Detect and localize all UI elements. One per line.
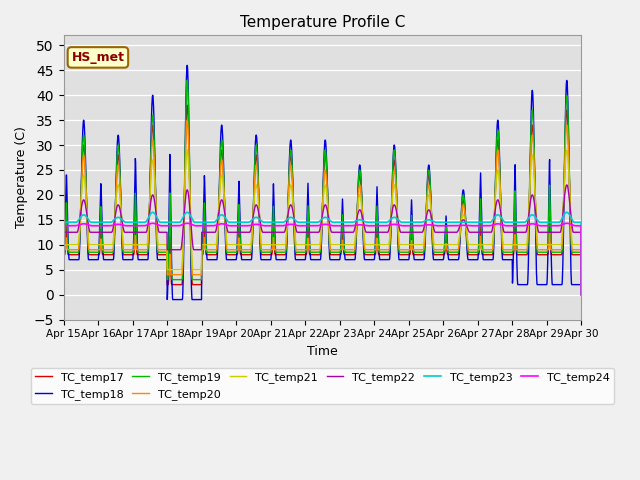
TC_temp19 xyxy=(337,239,345,244)
TC_temp22 xyxy=(473,229,481,235)
TC_temp21 xyxy=(337,242,345,248)
TC_temp22 xyxy=(349,229,356,235)
TC_temp18 xyxy=(183,62,191,68)
TC_temp19 xyxy=(547,204,554,210)
TC_temp18 xyxy=(338,224,346,230)
TC_temp17 xyxy=(337,249,345,254)
TC_temp22 xyxy=(532,209,540,215)
Line: TC_temp19: TC_temp19 xyxy=(63,80,581,295)
TC_temp20 xyxy=(577,292,585,298)
TC_temp22 xyxy=(563,182,571,188)
TC_temp20 xyxy=(349,247,356,252)
TC_temp21 xyxy=(349,242,356,248)
Text: HS_met: HS_met xyxy=(72,51,124,64)
TC_temp21 xyxy=(60,242,67,248)
TC_temp21 xyxy=(532,208,540,214)
TC_temp23 xyxy=(337,219,345,225)
Title: Temperature Profile C: Temperature Profile C xyxy=(240,15,405,30)
TC_temp22 xyxy=(60,229,67,235)
TC_temp17 xyxy=(60,252,67,258)
Line: TC_temp24: TC_temp24 xyxy=(63,223,581,295)
TC_temp21 xyxy=(204,242,212,248)
TC_temp24 xyxy=(349,223,356,228)
TC_temp18 xyxy=(205,257,212,263)
Line: TC_temp17: TC_temp17 xyxy=(63,105,581,295)
TC_temp24 xyxy=(532,222,540,228)
Y-axis label: Temperature (C): Temperature (C) xyxy=(15,127,28,228)
TC_temp18 xyxy=(532,251,540,256)
TC_temp17 xyxy=(547,231,554,237)
TC_temp22 xyxy=(546,229,554,235)
TC_temp24 xyxy=(473,223,481,228)
TC_temp23 xyxy=(60,219,67,225)
X-axis label: Time: Time xyxy=(307,345,338,358)
Line: TC_temp23: TC_temp23 xyxy=(63,212,581,295)
TC_temp24 xyxy=(183,220,191,226)
TC_temp18 xyxy=(547,203,554,208)
TC_temp19 xyxy=(183,77,191,83)
TC_temp20 xyxy=(60,247,67,252)
TC_temp20 xyxy=(204,247,212,252)
TC_temp18 xyxy=(60,257,67,263)
TC_temp19 xyxy=(349,249,356,255)
TC_temp23 xyxy=(473,219,481,225)
TC_temp19 xyxy=(204,249,212,255)
TC_temp17 xyxy=(473,252,481,258)
Line: TC_temp22: TC_temp22 xyxy=(63,185,581,295)
TC_temp23 xyxy=(547,219,554,225)
TC_temp24 xyxy=(337,223,345,228)
TC_temp21 xyxy=(577,292,585,298)
TC_temp22 xyxy=(204,229,212,235)
TC_temp17 xyxy=(183,102,191,108)
TC_temp20 xyxy=(183,117,191,123)
TC_temp21 xyxy=(473,242,481,248)
TC_temp18 xyxy=(577,292,585,298)
TC_temp23 xyxy=(204,219,212,225)
TC_temp20 xyxy=(473,247,481,252)
TC_temp23 xyxy=(183,209,191,215)
TC_temp20 xyxy=(337,247,345,252)
TC_temp24 xyxy=(547,223,554,228)
TC_temp24 xyxy=(204,223,212,228)
Line: TC_temp20: TC_temp20 xyxy=(63,120,581,295)
TC_temp22 xyxy=(337,229,345,235)
TC_temp23 xyxy=(532,215,540,220)
TC_temp17 xyxy=(577,292,585,298)
TC_temp20 xyxy=(532,210,540,216)
TC_temp21 xyxy=(183,147,191,153)
TC_temp19 xyxy=(532,213,540,219)
TC_temp19 xyxy=(473,249,481,255)
TC_temp23 xyxy=(349,219,356,225)
TC_temp24 xyxy=(60,223,67,228)
Legend: TC_temp17, TC_temp18, TC_temp19, TC_temp20, TC_temp21, TC_temp22, TC_temp23, TC_: TC_temp17, TC_temp18, TC_temp19, TC_temp… xyxy=(31,368,614,404)
TC_temp19 xyxy=(60,249,67,255)
TC_temp18 xyxy=(473,257,481,263)
TC_temp22 xyxy=(577,292,585,298)
TC_temp18 xyxy=(349,257,356,263)
TC_temp18 xyxy=(169,297,177,302)
TC_temp24 xyxy=(577,292,585,298)
TC_temp20 xyxy=(547,241,554,247)
TC_temp17 xyxy=(532,215,540,220)
Line: TC_temp18: TC_temp18 xyxy=(63,65,581,300)
TC_temp19 xyxy=(577,292,585,298)
TC_temp23 xyxy=(577,292,585,298)
Line: TC_temp21: TC_temp21 xyxy=(63,150,581,295)
TC_temp17 xyxy=(349,252,356,258)
TC_temp17 xyxy=(204,252,212,258)
TC_temp21 xyxy=(547,242,554,248)
